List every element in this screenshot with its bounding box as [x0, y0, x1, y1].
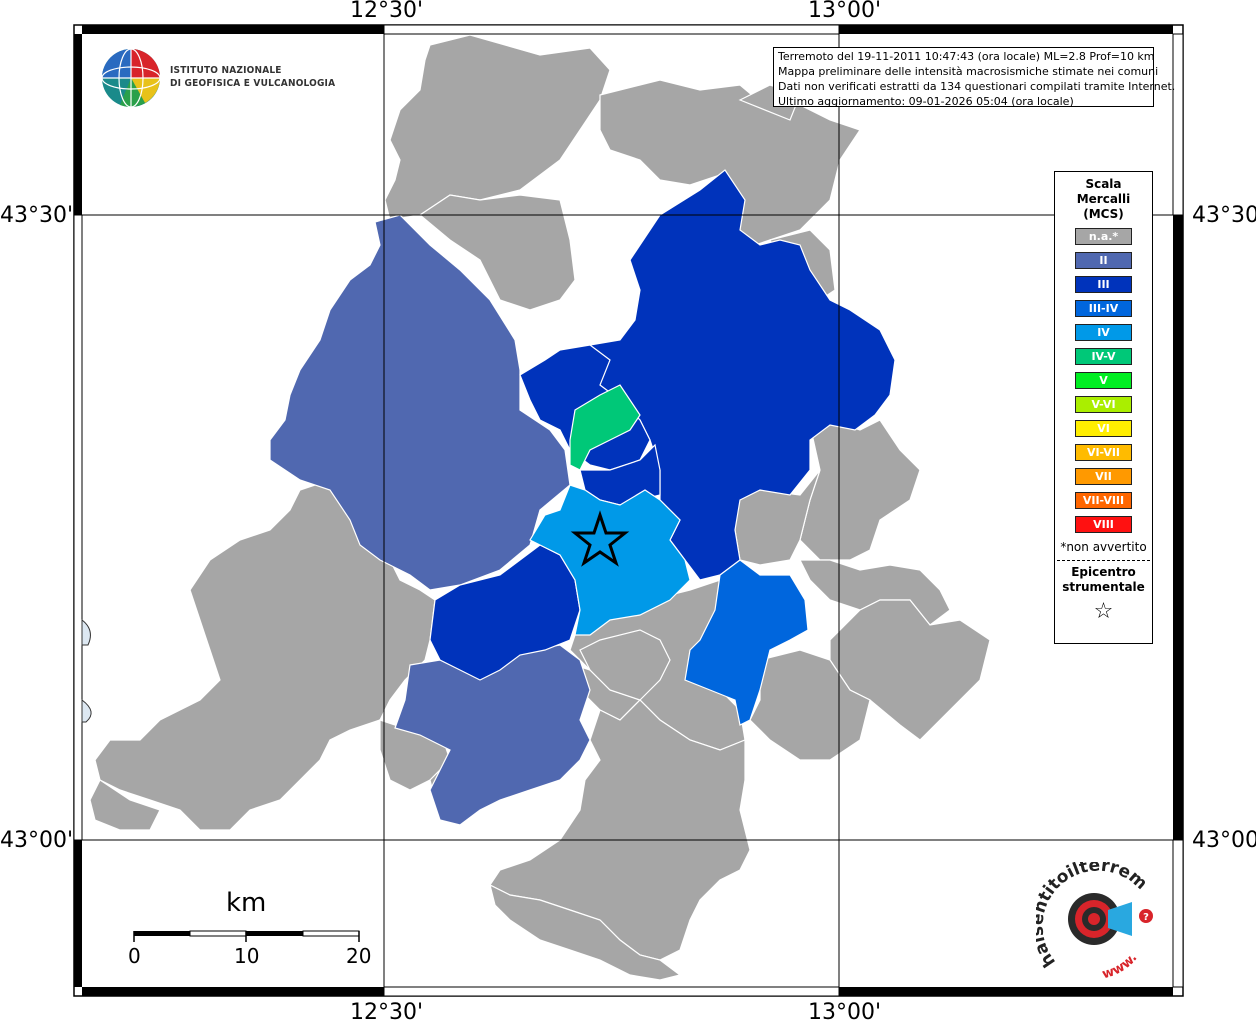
legend-title-line-1: Scala [1085, 177, 1122, 191]
ingv-name: ISTITUTO NAZIONALE DI GEOFISICA E VULCAN… [170, 64, 335, 90]
legend-item: V [1075, 372, 1132, 389]
haisentito-logo: ? haisentitoilterremoto.it www. [1036, 862, 1153, 982]
left-tick-4330: 43°30' [0, 203, 74, 228]
right-tick-4330: 43°30' [1192, 203, 1256, 228]
earthquake-info-box: Terremoto del 19-11-2011 10:47:43 (ora l… [773, 47, 1176, 108]
legend-item: IV-V [1075, 348, 1132, 365]
legend-epicenter-line-1: Epicentro [1071, 565, 1136, 579]
legend-separator [1057, 560, 1150, 561]
legend-epicenter-title: Epicentro strumentale [1055, 565, 1152, 595]
legend-title: Scala Mercalli (MCS) [1055, 177, 1152, 222]
lake-shape [81, 618, 91, 646]
legend-title-line-3: (MCS) [1083, 207, 1124, 221]
hst-www-path: www. [1101, 951, 1141, 982]
info-line-description: Mappa preliminare delle intensità macros… [778, 65, 1159, 78]
legend-item: III [1075, 276, 1132, 293]
scalebar-unit: km [226, 888, 267, 918]
municipalities-III-IV [684, 559, 809, 726]
municipalities-II [269, 214, 591, 826]
legend-note: *non avvertito [1060, 540, 1147, 554]
hst-www: www. [1101, 951, 1141, 982]
legend-item: VII-VIII [1075, 492, 1132, 509]
top-tick-1230: 12°30' [350, 0, 424, 23]
legend-item: V-VI [1075, 396, 1132, 413]
epicenter-star [570, 510, 630, 567]
graticule [74, 25, 1183, 996]
mcs-legend: Scala Mercalli (MCS) n.a.* II III III-IV IV I… [1054, 171, 1153, 644]
municipalities-IV-V [569, 384, 641, 471]
ingv-globe-logo [101, 48, 161, 108]
municipalities-na [89, 34, 991, 981]
bottom-tick-1230: 12°30' [350, 1000, 424, 1025]
bottom-tick-1300: 13°00' [808, 1000, 882, 1025]
right-tick-4300: 43°00' [1192, 828, 1256, 853]
legend-item: VII [1075, 468, 1132, 485]
legend-epicenter-line-2: strumentale [1062, 580, 1145, 594]
info-line-event: Terremoto del 19-11-2011 10:47:43 (ora l… [778, 50, 1155, 63]
legend-item: VI [1075, 420, 1132, 437]
legend-item: VI-VII [1075, 444, 1132, 461]
legend-epicenter-star-icon: ☆ [1093, 599, 1114, 624]
info-line-source: Dati non verificati estratti da 134 ques… [778, 80, 1176, 93]
info-line-updated: Ultimo aggiornamento: 09-01-2026 05:04 (… [778, 95, 1074, 108]
scalebar-tick-10: 10 [234, 944, 260, 968]
left-tick-4300: 43°00' [0, 828, 74, 853]
lake-shape-2 [81, 698, 92, 723]
legend-item: n.a.* [1075, 228, 1132, 245]
ingv-line-1: ISTITUTO NAZIONALE [170, 65, 282, 76]
scale-bar [133, 930, 360, 942]
top-tick-1300: 13°00' [808, 0, 882, 23]
legend-item: VIII [1075, 516, 1132, 533]
legend-items: n.a.* II III III-IV IV IV-V V V-VI VI VI-VII VII VI… [1055, 228, 1152, 533]
scalebar-tick-0: 0 [128, 944, 141, 968]
scalebar-tick-20: 20 [346, 944, 372, 968]
legend-item: IV [1075, 324, 1132, 341]
legend-item: III-IV [1075, 300, 1132, 317]
hst-question-icon: ? [1143, 912, 1149, 923]
legend-item: II [1075, 252, 1132, 269]
legend-title-line-2: Mercalli [1076, 192, 1131, 206]
ingv-line-2: DI GEOFISICA E VULCANOLOGIA [170, 78, 336, 89]
